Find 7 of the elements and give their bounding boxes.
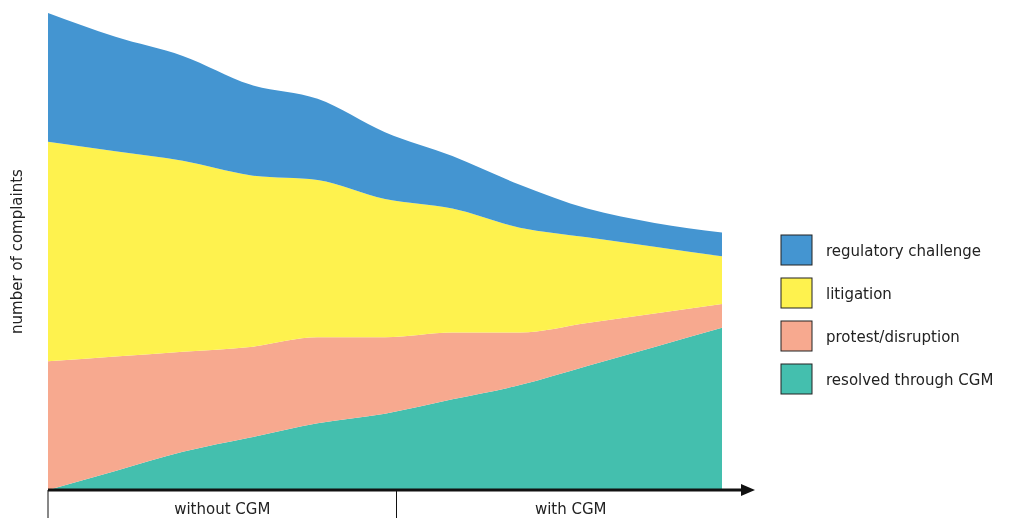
legend-label: resolved through CGM bbox=[826, 371, 994, 389]
legend-label: regulatory challenge bbox=[826, 242, 982, 260]
y-axis-title: number of complaints bbox=[8, 168, 26, 334]
text: without CGM bbox=[174, 500, 271, 518]
text: with CGM bbox=[534, 500, 607, 518]
legend-label: litigation bbox=[826, 285, 892, 303]
legend-label: protest/disruption bbox=[826, 328, 960, 346]
